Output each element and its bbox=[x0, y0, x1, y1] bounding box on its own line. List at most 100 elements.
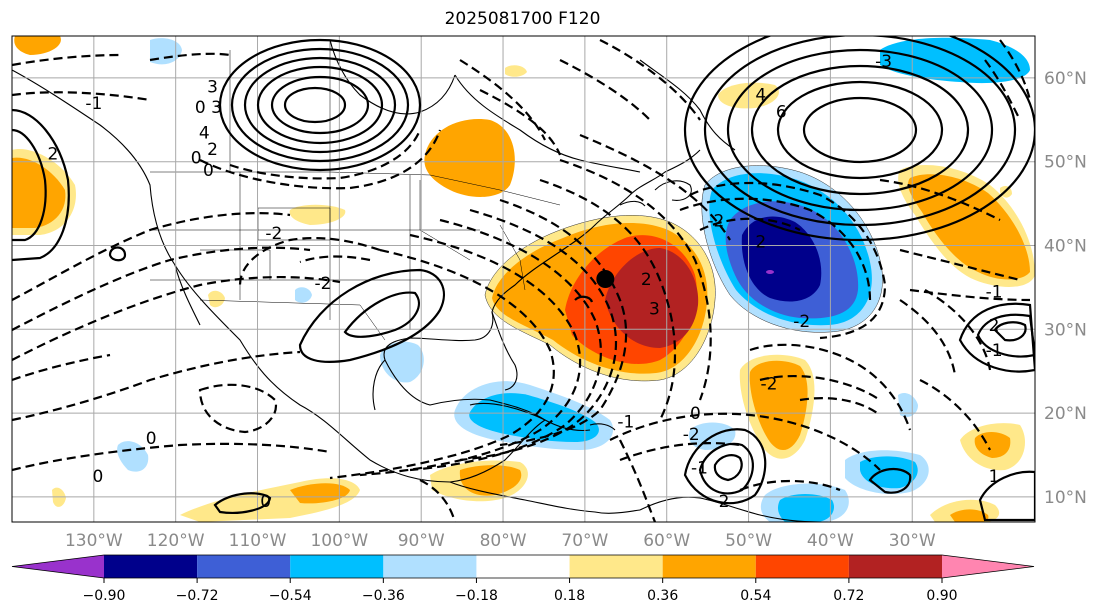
longitude-label: 60°W bbox=[643, 531, 690, 551]
contour-label: -1 bbox=[986, 341, 1003, 361]
colorbar-segment bbox=[290, 555, 384, 578]
colorbar-label: −0.90 bbox=[83, 588, 126, 604]
colorbar-extend-high bbox=[942, 555, 1034, 578]
contour-label: 1 bbox=[989, 467, 1000, 487]
anomaly-region-warm bbox=[14, 36, 61, 55]
contour-label: 2 bbox=[989, 316, 1000, 336]
gridline-layer bbox=[12, 36, 1035, 522]
longitude-label: 100°W bbox=[310, 531, 368, 551]
anomaly-region-warm bbox=[208, 290, 225, 308]
colorbar-label: 0.36 bbox=[647, 588, 678, 604]
contour-label: 3 bbox=[649, 299, 660, 319]
colorbar-label: −0.18 bbox=[455, 588, 498, 604]
colorbar-segment bbox=[755, 555, 849, 578]
contour-negative-layer bbox=[12, 39, 1032, 522]
contour-label: -2 bbox=[265, 224, 282, 244]
contour-label: -2 bbox=[683, 425, 700, 445]
anomaly-region-cold bbox=[880, 37, 1030, 84]
contour-label: 0 bbox=[260, 492, 271, 512]
contour-label: 0 bbox=[203, 161, 214, 181]
colorbar-segment bbox=[569, 555, 663, 578]
colorbar-label: 0.54 bbox=[740, 588, 771, 604]
coastline-newfoundland bbox=[654, 180, 692, 201]
longitude-label: 110°W bbox=[229, 531, 287, 551]
colorbar-segment bbox=[662, 555, 756, 578]
colorbar-segment bbox=[476, 555, 570, 578]
anomaly-fill-layer bbox=[12, 36, 1035, 522]
fill-outline-layer bbox=[484, 165, 883, 382]
coastline-south-america bbox=[639, 496, 821, 522]
longitude-label: 30°W bbox=[889, 531, 936, 551]
storm-center-marker bbox=[596, 270, 615, 288]
colorbar-segment bbox=[383, 555, 477, 578]
anomaly-region-cold bbox=[380, 341, 424, 383]
contour-label: 0 bbox=[146, 429, 157, 449]
contour-label: -2 bbox=[793, 312, 810, 332]
longitude-label: 130°W bbox=[65, 531, 123, 551]
anomaly-region-cold bbox=[860, 456, 918, 489]
latitude-label: 10°N bbox=[1044, 488, 1087, 508]
latitude-labels: 60°N 50°N 40°N 30°N 20°N 10°N bbox=[1044, 69, 1087, 508]
anomaly-region-warm bbox=[459, 465, 522, 496]
contour-label: -2 bbox=[315, 274, 332, 294]
coastline-florida bbox=[491, 311, 518, 391]
latitude-label: 30°N bbox=[1044, 320, 1087, 340]
colorbar-label: −0.36 bbox=[362, 588, 405, 604]
colorbar-label: 0.90 bbox=[926, 588, 957, 604]
coastline-baja bbox=[174, 264, 201, 326]
coastline-north-america bbox=[12, 69, 701, 483]
contour-label: 4 bbox=[199, 123, 210, 143]
colorbar-segment bbox=[104, 555, 198, 578]
contour-label: -2 bbox=[707, 211, 724, 231]
coastline-central-america bbox=[449, 481, 641, 514]
latitude-label: 50°N bbox=[1044, 153, 1087, 173]
longitude-label: 120°W bbox=[147, 531, 205, 551]
anomaly-region-cold bbox=[741, 216, 822, 302]
longitude-label: 70°W bbox=[561, 531, 608, 551]
longitude-label: 90°W bbox=[398, 531, 445, 551]
latitude-label: 60°N bbox=[1044, 69, 1087, 89]
latitude-label: 20°N bbox=[1044, 404, 1087, 424]
colorbar-extend-low bbox=[12, 555, 104, 578]
contour-label: 2 bbox=[207, 140, 218, 160]
contour-label: -1 bbox=[986, 283, 1003, 303]
anomaly-region-warm bbox=[289, 204, 346, 225]
colorbar: −0.90 −0.72 −0.54 −0.36 −0.18 0.18 0.36 0.54 0.7… bbox=[11, 554, 1035, 604]
anomaly-region-warm bbox=[605, 248, 699, 348]
map-frame bbox=[11, 35, 1036, 523]
colorbar-label: −0.54 bbox=[269, 588, 312, 604]
coastline-labrador bbox=[454, 74, 641, 173]
contour-label: 4 bbox=[755, 86, 766, 106]
anomaly-region-warm bbox=[749, 360, 808, 451]
colorbar-segment bbox=[197, 555, 291, 578]
contour-label: 0 bbox=[195, 98, 206, 118]
anomaly-region-warm bbox=[950, 509, 989, 522]
latitude-label: 40°N bbox=[1044, 236, 1087, 256]
longitude-label: 80°W bbox=[480, 531, 527, 551]
anomaly-region-warm bbox=[908, 174, 1030, 280]
colorbar-label: 0.72 bbox=[833, 588, 864, 604]
contour-label: 6 bbox=[776, 102, 787, 122]
contour-label: 2 bbox=[641, 270, 652, 290]
contour-label: 2 bbox=[48, 144, 59, 164]
colorbar-label: −0.72 bbox=[176, 588, 219, 604]
contour-label: -3 bbox=[875, 52, 892, 72]
anomaly-region-cold bbox=[777, 494, 835, 522]
contour-label: 3 bbox=[207, 77, 218, 97]
coastline-gulf bbox=[372, 359, 386, 411]
contour-label: 3 bbox=[211, 98, 222, 118]
contour-label: -2 bbox=[761, 375, 778, 395]
anomaly-region-warm bbox=[12, 157, 66, 228]
longitude-labels: 130°W 120°W 110°W 100°W 90°W 80°W 70°W 60°W 50°W… bbox=[65, 531, 936, 551]
contour-label: 0 bbox=[191, 149, 202, 169]
anomaly-region-cold bbox=[766, 270, 774, 274]
anomaly-region-warm bbox=[290, 483, 350, 504]
coastline-cuba bbox=[469, 402, 591, 432]
contour-label: -1 bbox=[617, 412, 634, 432]
contour-label: -1 bbox=[85, 94, 102, 114]
coastline-hispaniola bbox=[589, 423, 616, 431]
anomaly-region-cold bbox=[295, 287, 312, 303]
contour-label: 2 bbox=[755, 232, 766, 252]
